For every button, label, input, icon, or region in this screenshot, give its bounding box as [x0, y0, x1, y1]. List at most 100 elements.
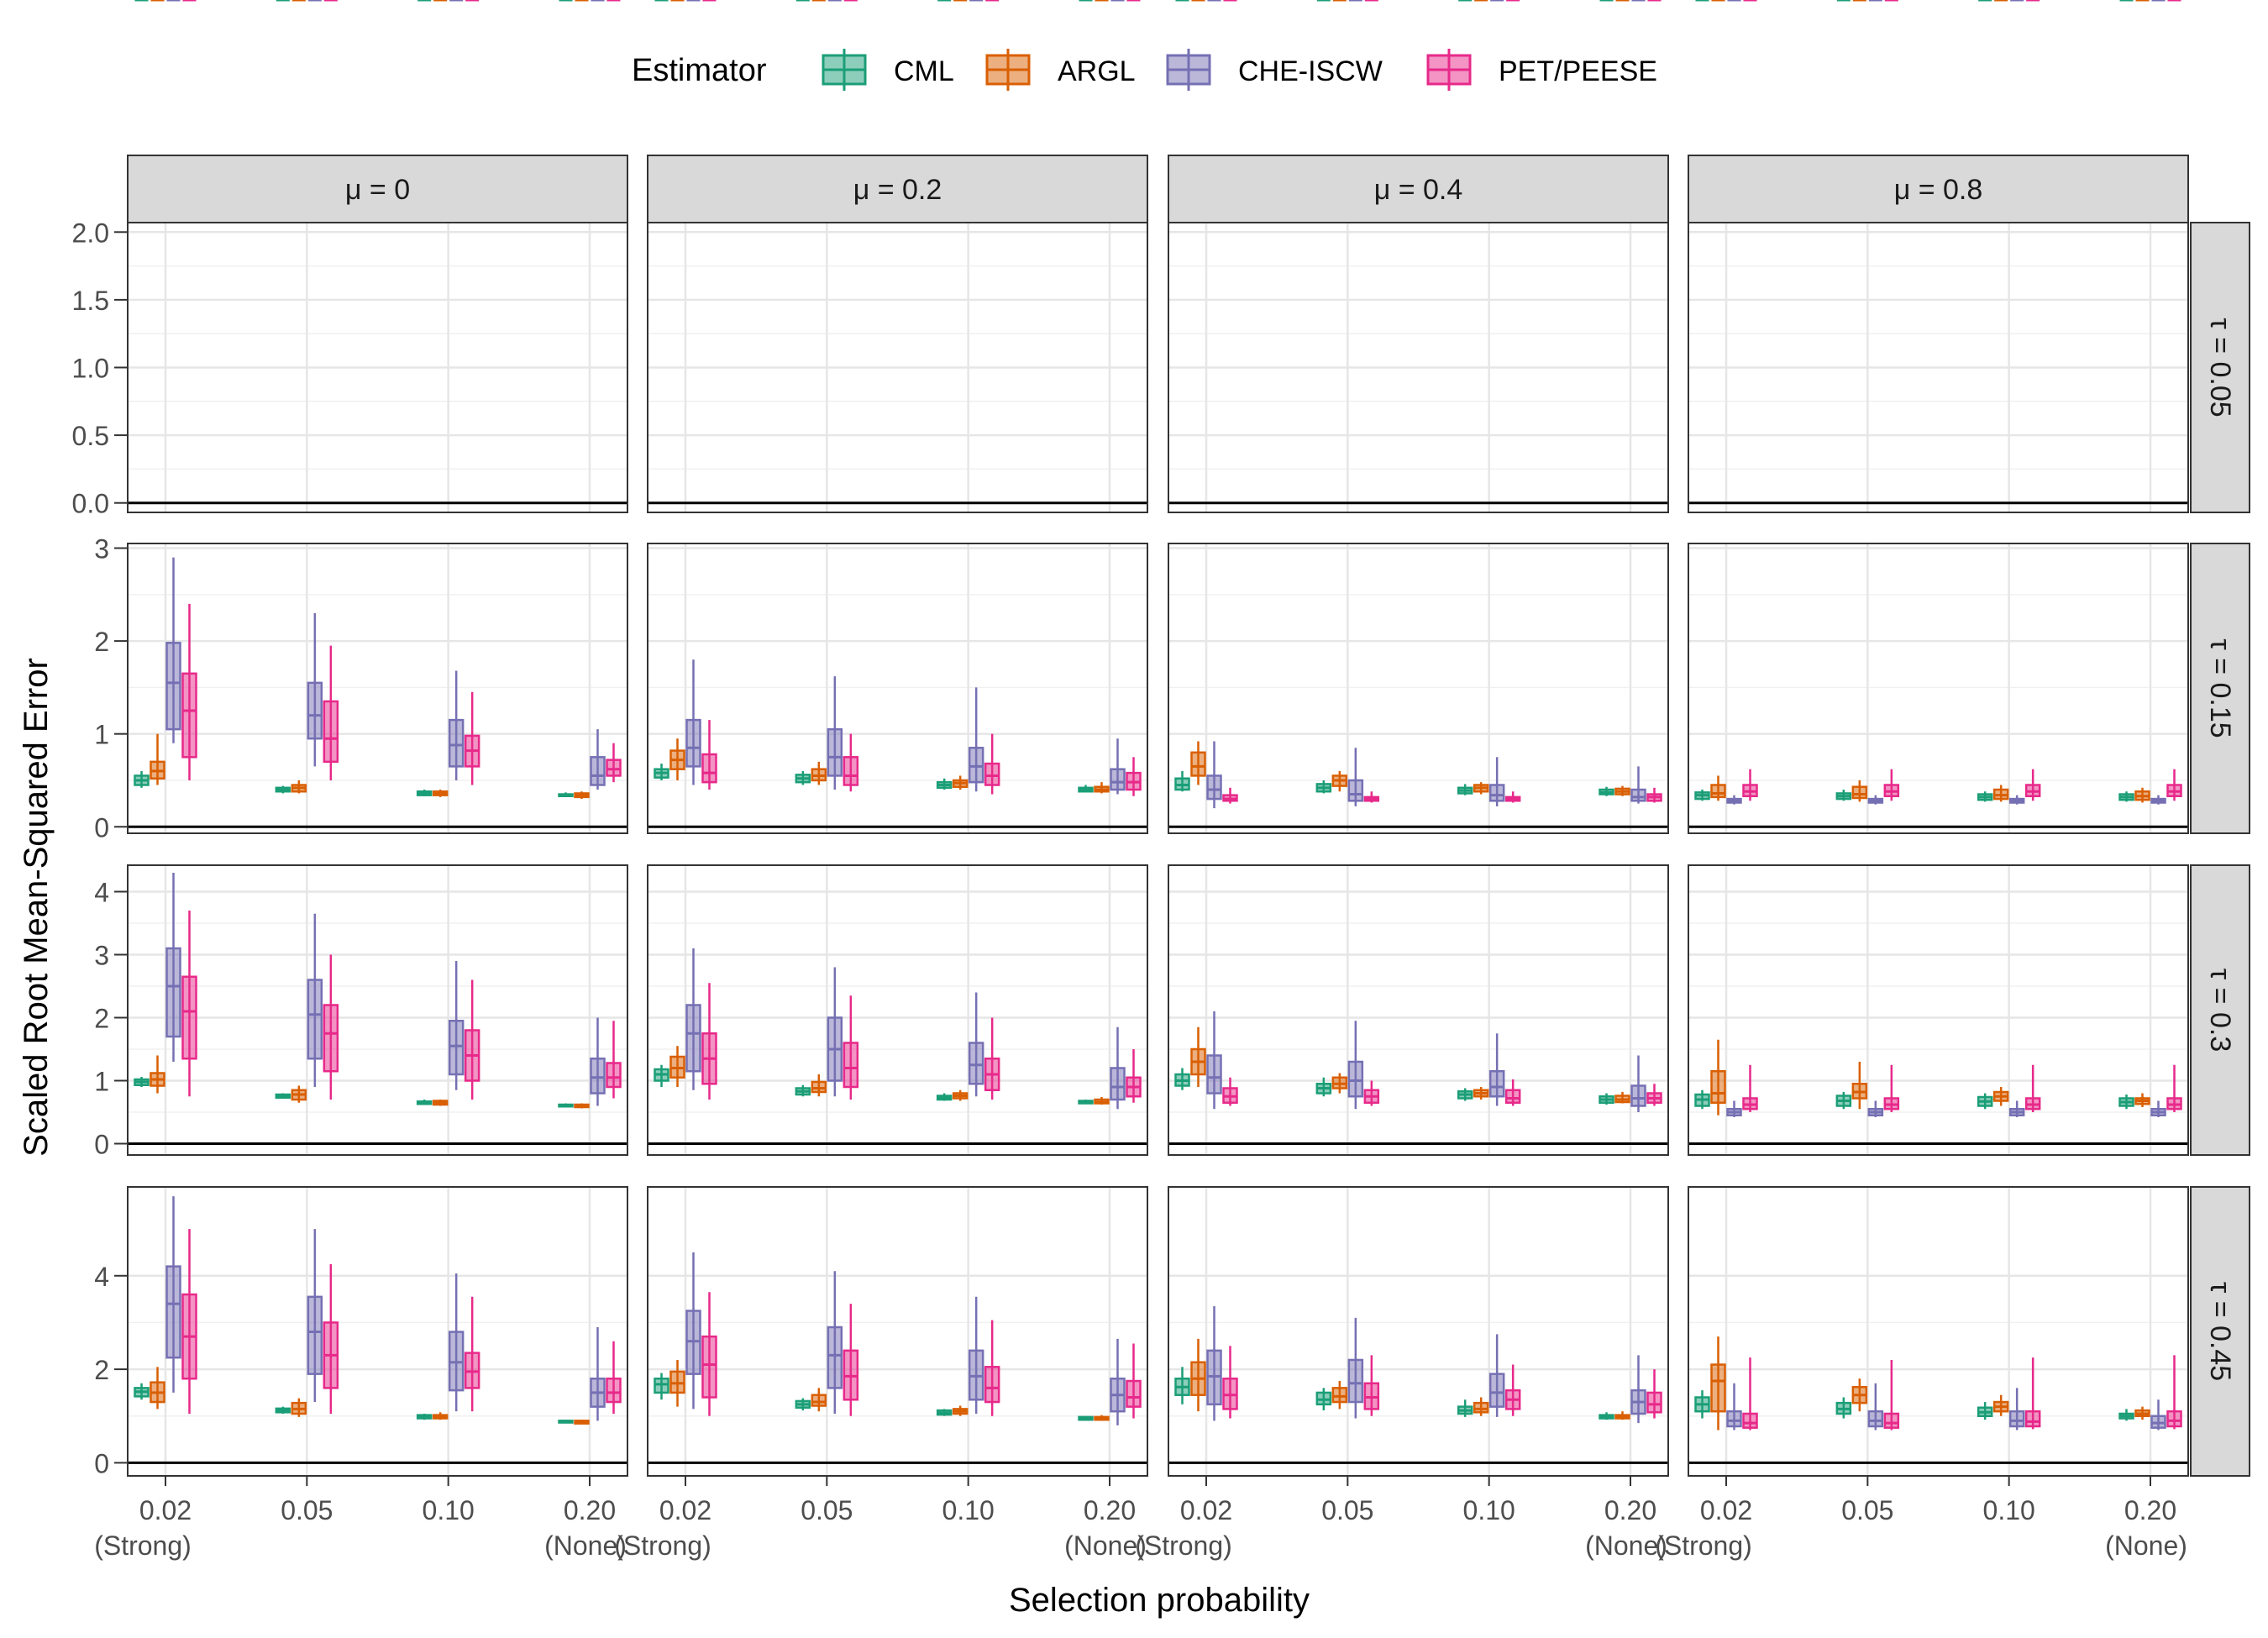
box-argl: [574, 1103, 590, 1109]
box-argl: [1473, 1087, 1489, 1100]
box-body: [307, 1295, 323, 1375]
box-body: [323, 700, 339, 764]
x-tick-sublabel: (Strong): [94, 1530, 192, 1561]
box-body: [1110, 1067, 1126, 1101]
box-argl: [1710, 775, 1726, 801]
box-cml: [275, 1406, 291, 1414]
panel-border: [1168, 1186, 1669, 1477]
y-tick-label: 2: [94, 1004, 109, 1034]
box-argl: [1851, 1062, 1868, 1110]
strip-background: [2190, 543, 2250, 834]
box-body: [307, 979, 323, 1060]
box-che: [1347, 748, 1364, 806]
box-pet: [323, 954, 339, 1100]
box-cml: [1835, 1092, 1852, 1110]
box-che: [2008, 1100, 2025, 1117]
box-cml: [558, 1103, 574, 1108]
box-argl: [1710, 1336, 1726, 1431]
box-body: [654, 1377, 669, 1394]
panel: [1688, 864, 2189, 1156]
panel-border: [1688, 543, 2189, 834]
box-cml: [1694, 790, 1710, 801]
box-body: [2024, 1410, 2041, 1428]
y-tick-label: 0.0: [72, 489, 109, 519]
box-body: [1710, 784, 1726, 799]
column-strip: μ = 0.2: [647, 155, 1148, 223]
panel: 0.02 0.05 0.10 0.20 (Strong) (None): [1655, 1186, 2189, 1561]
row-strip: τ = 0.3: [2190, 864, 2250, 1156]
strip-background: [2190, 864, 2250, 1156]
box-body: [165, 947, 181, 1038]
box-cml: [1599, 1093, 1614, 1105]
box-cml: [1174, 1068, 1190, 1090]
box-pet: [1883, 1359, 1900, 1431]
box-body: [843, 1042, 859, 1089]
box-body: [1347, 1358, 1364, 1404]
y-tick-label: 1: [94, 1067, 109, 1097]
box-argl: [574, 791, 590, 800]
panel-border: [647, 222, 1148, 513]
box-cml: [936, 1409, 953, 1416]
y-tick-label: 2: [94, 1355, 109, 1385]
box-body: [1646, 1391, 1662, 1414]
y-tick-label: 2: [94, 627, 109, 657]
box-argl: [811, 1074, 827, 1097]
box-body: [968, 747, 984, 784]
x-tick-sublabel: (Strong): [614, 1530, 711, 1561]
box-body: [1726, 1410, 1742, 1428]
column-strip: μ = 0.4: [1168, 155, 1669, 223]
box-argl: [1190, 1026, 1206, 1087]
box-body: [701, 1335, 717, 1399]
x-tick-sublabel: (None): [544, 1530, 627, 1561]
y-tick-label: 3: [94, 534, 109, 564]
box-pet: [2024, 1064, 2041, 1112]
box-pet: [606, 1341, 622, 1414]
box-body: [1206, 774, 1222, 801]
box-pet: [1222, 1346, 1238, 1419]
box-pet: [984, 1320, 1000, 1416]
box-pet: [1742, 1064, 1758, 1112]
panel-background: [1688, 543, 2188, 833]
box-argl: [1992, 785, 2009, 802]
box-che: [1488, 1334, 1505, 1417]
x-tick-sublabel: (None): [1064, 1530, 1147, 1561]
box-che: [685, 1252, 701, 1410]
box-body: [1742, 1412, 1758, 1429]
box-argl: [1331, 770, 1348, 792]
box-body: [1867, 1410, 1884, 1428]
box-body: [307, 681, 323, 740]
box-che: [165, 873, 181, 1062]
column-strip: μ = 0.8: [1688, 155, 2189, 223]
box-body: [1630, 1084, 1646, 1107]
box-che: [1630, 766, 1646, 804]
legend-label-che: CHE-ISCW: [1238, 55, 1383, 87]
x-tick-label: 0.02: [1700, 1495, 1752, 1525]
x-tick-label: 0.05: [281, 1495, 333, 1525]
x-tick-label: 0.10: [942, 1495, 995, 1525]
box-pet: [1883, 1064, 1900, 1112]
box-pet: [1222, 1077, 1238, 1106]
panel: [127, 0, 628, 513]
box-pet: [1646, 1369, 1662, 1419]
box-argl: [432, 790, 449, 797]
box-pet: [1883, 769, 1900, 801]
strip-background: [1168, 155, 1669, 223]
box-che: [827, 676, 843, 790]
box-che: [590, 729, 606, 790]
box-cml: [1694, 1390, 1710, 1419]
box-che: [448, 1273, 465, 1412]
x-tick-label: 0.20: [1604, 1495, 1656, 1525]
box-argl: [1992, 1394, 2009, 1416]
box-pet: [843, 733, 859, 792]
box-cml: [1078, 1100, 1094, 1105]
box-pet: [1126, 1049, 1142, 1103]
box-cml: [654, 1064, 669, 1087]
x-tick-label: 0.05: [801, 1495, 853, 1525]
box-argl: [432, 1412, 449, 1420]
box-che: [307, 1229, 323, 1403]
box-pet: [984, 733, 1000, 795]
panel: 0.02 0.05 0.10 0.20 (Strong) (None): [614, 1186, 1148, 1561]
y-tick-label: 3: [94, 941, 109, 971]
box-argl: [150, 1367, 165, 1410]
box-body: [181, 672, 197, 759]
